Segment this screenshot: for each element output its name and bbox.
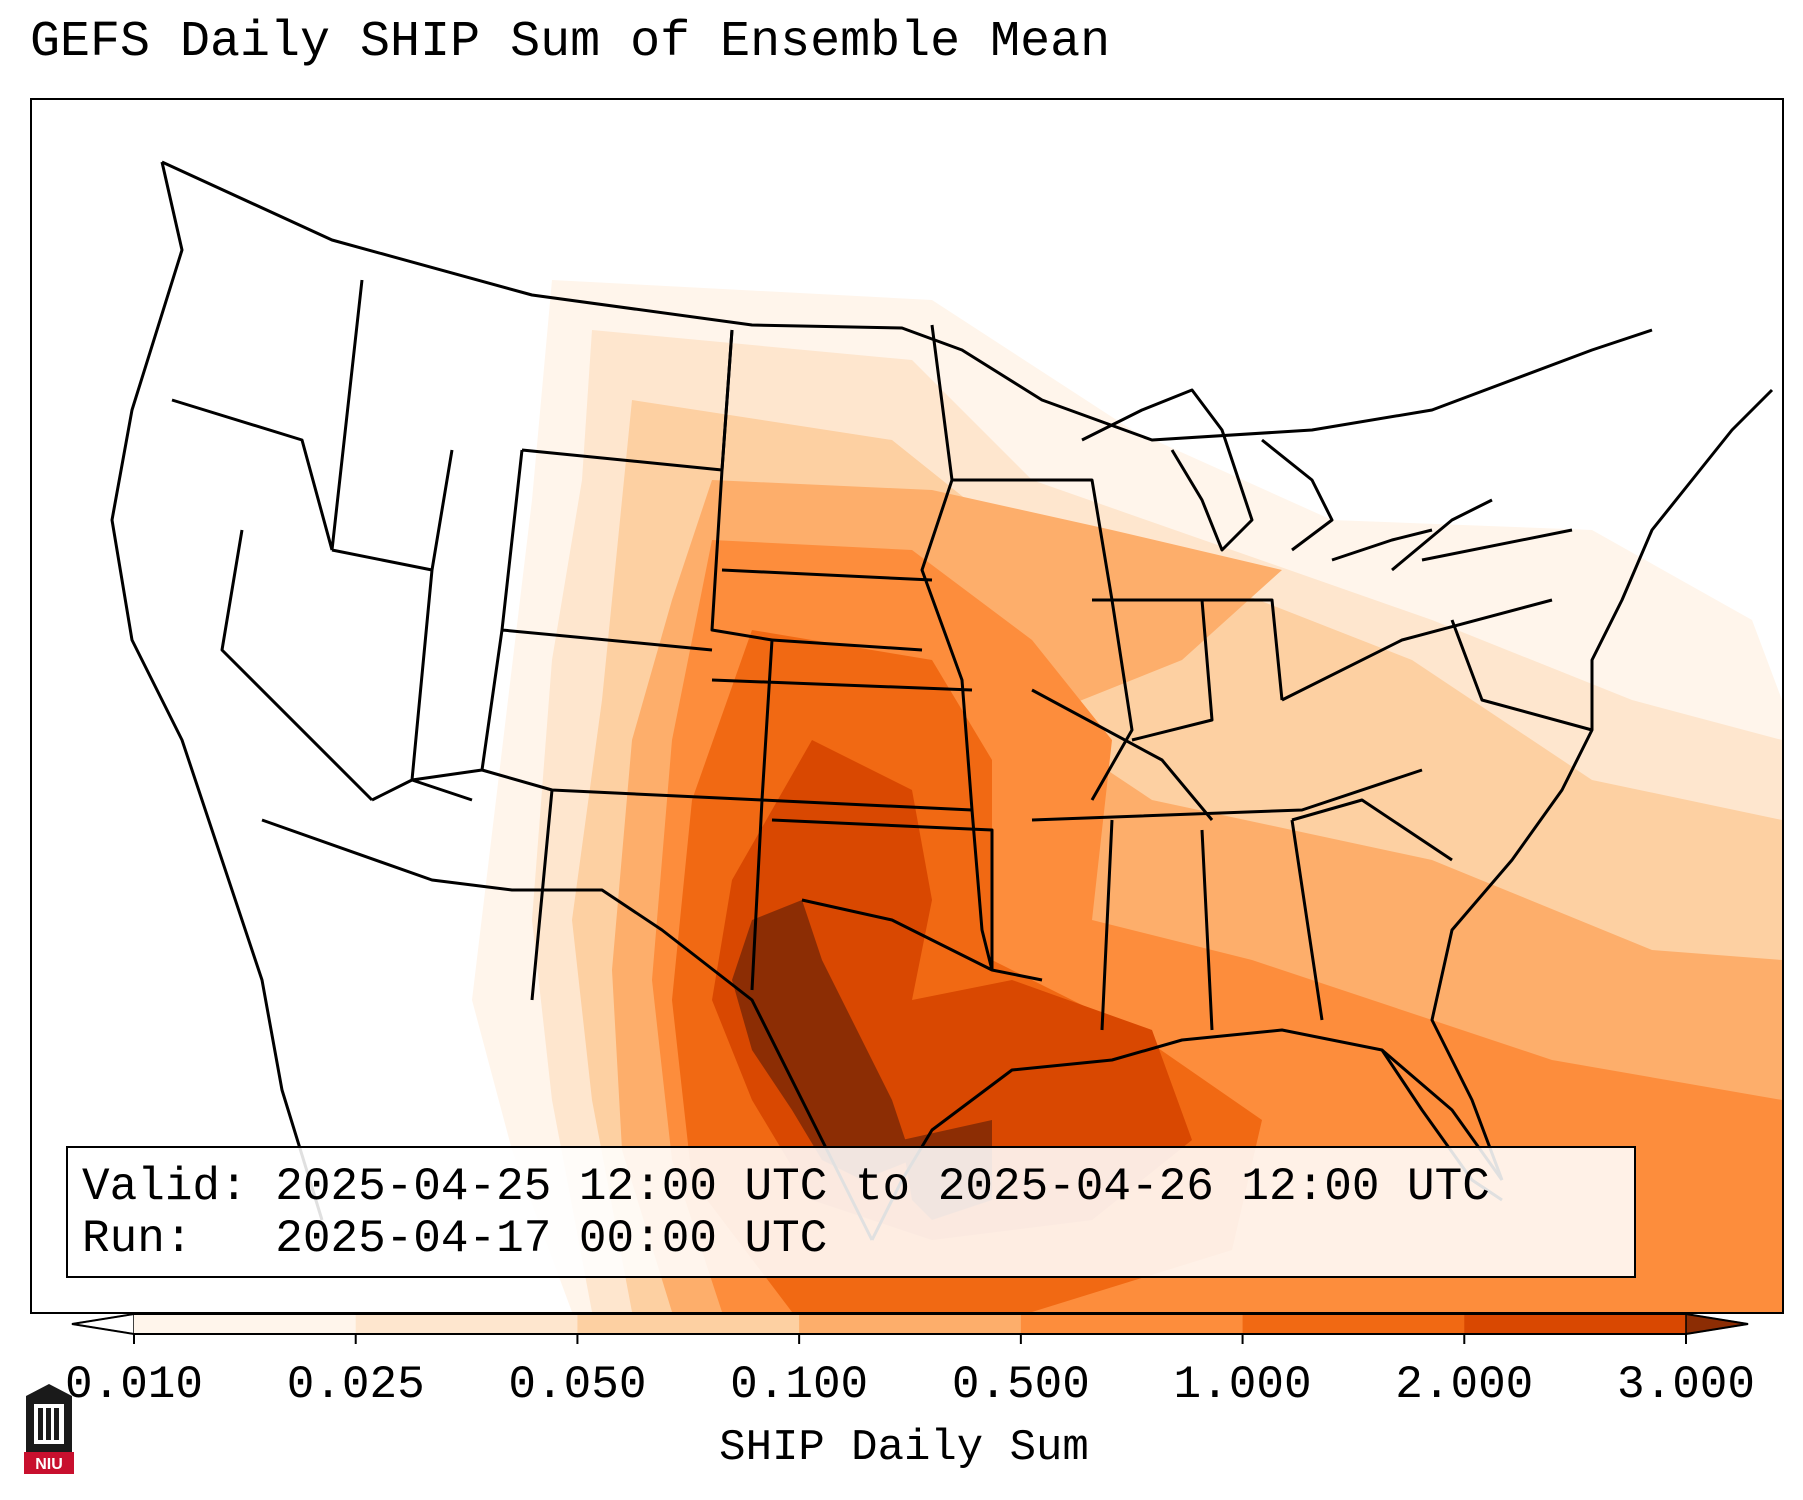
colorbar-extend-low: [71, 1313, 135, 1335]
colorbar-segment: [1020, 1314, 1244, 1334]
map-panel: [30, 98, 1784, 1314]
valid-value: 2025-04-25 12:00 UTC to 2025-04-26 12:00…: [275, 1161, 1490, 1213]
colorbar-label: SHIP Daily Sum: [719, 1423, 1089, 1473]
colorbar-segment: [1464, 1314, 1687, 1334]
run-label: Run:: [82, 1213, 193, 1265]
colorbar-segment: [1242, 1314, 1465, 1334]
colorbar-segment: [577, 1314, 800, 1334]
colorbar-tick-label: 3.000: [1616, 1359, 1756, 1411]
colorbar-segment: [134, 1314, 357, 1334]
map-title: GEFS Daily SHIP Sum of Ensemble Mean: [30, 14, 1111, 71]
colorbar-segment: [355, 1314, 578, 1334]
state-lines-central: [711, 324, 1043, 982]
colorbar-tick-label: 0.050: [508, 1359, 647, 1411]
field-level-8: [732, 900, 912, 1180]
state-lines-east: [952, 478, 1593, 1031]
colorbar-tick-label: 0.100: [730, 1359, 869, 1411]
run-line: Run: 2025-04-17 00:00 UTC: [82, 1216, 827, 1262]
valid-line: Valid: 2025-04-25 12:00 UTC to 2025-04-2…: [82, 1164, 1490, 1210]
colorbar-ticks: [133, 1334, 1687, 1344]
us-canada-border: [161, 160, 1653, 442]
colorbar-tick-label: 0.500: [951, 1359, 1090, 1411]
mexico-border: [261, 818, 874, 1241]
colorbar-tick-label: 2.000: [1395, 1359, 1534, 1411]
colorbar-segments: [71, 1313, 1749, 1335]
valid-run-info-box: Valid: 2025-04-25 12:00 UTC to 2025-04-2…: [66, 1146, 1636, 1278]
great-lakes: [1081, 388, 1493, 572]
university-building-icon: NIU: [24, 1384, 74, 1474]
colorbar-segment: [799, 1314, 1022, 1334]
colorbar: [71, 1313, 1749, 1344]
forecast-map: [110, 160, 1782, 1312]
colorbar-extend-high: [1685, 1313, 1749, 1335]
colorbar-tick-label: 0.010: [64, 1359, 204, 1411]
west-coast: [110, 161, 324, 1221]
logo-text: NIU: [35, 1456, 63, 1473]
run-value: 2025-04-17 00:00 UTC: [275, 1213, 828, 1265]
valid-label: Valid:: [82, 1161, 248, 1213]
colorbar-tick-label: 0.025: [286, 1359, 425, 1411]
colorbar-tick-label: 1.000: [1173, 1359, 1312, 1411]
